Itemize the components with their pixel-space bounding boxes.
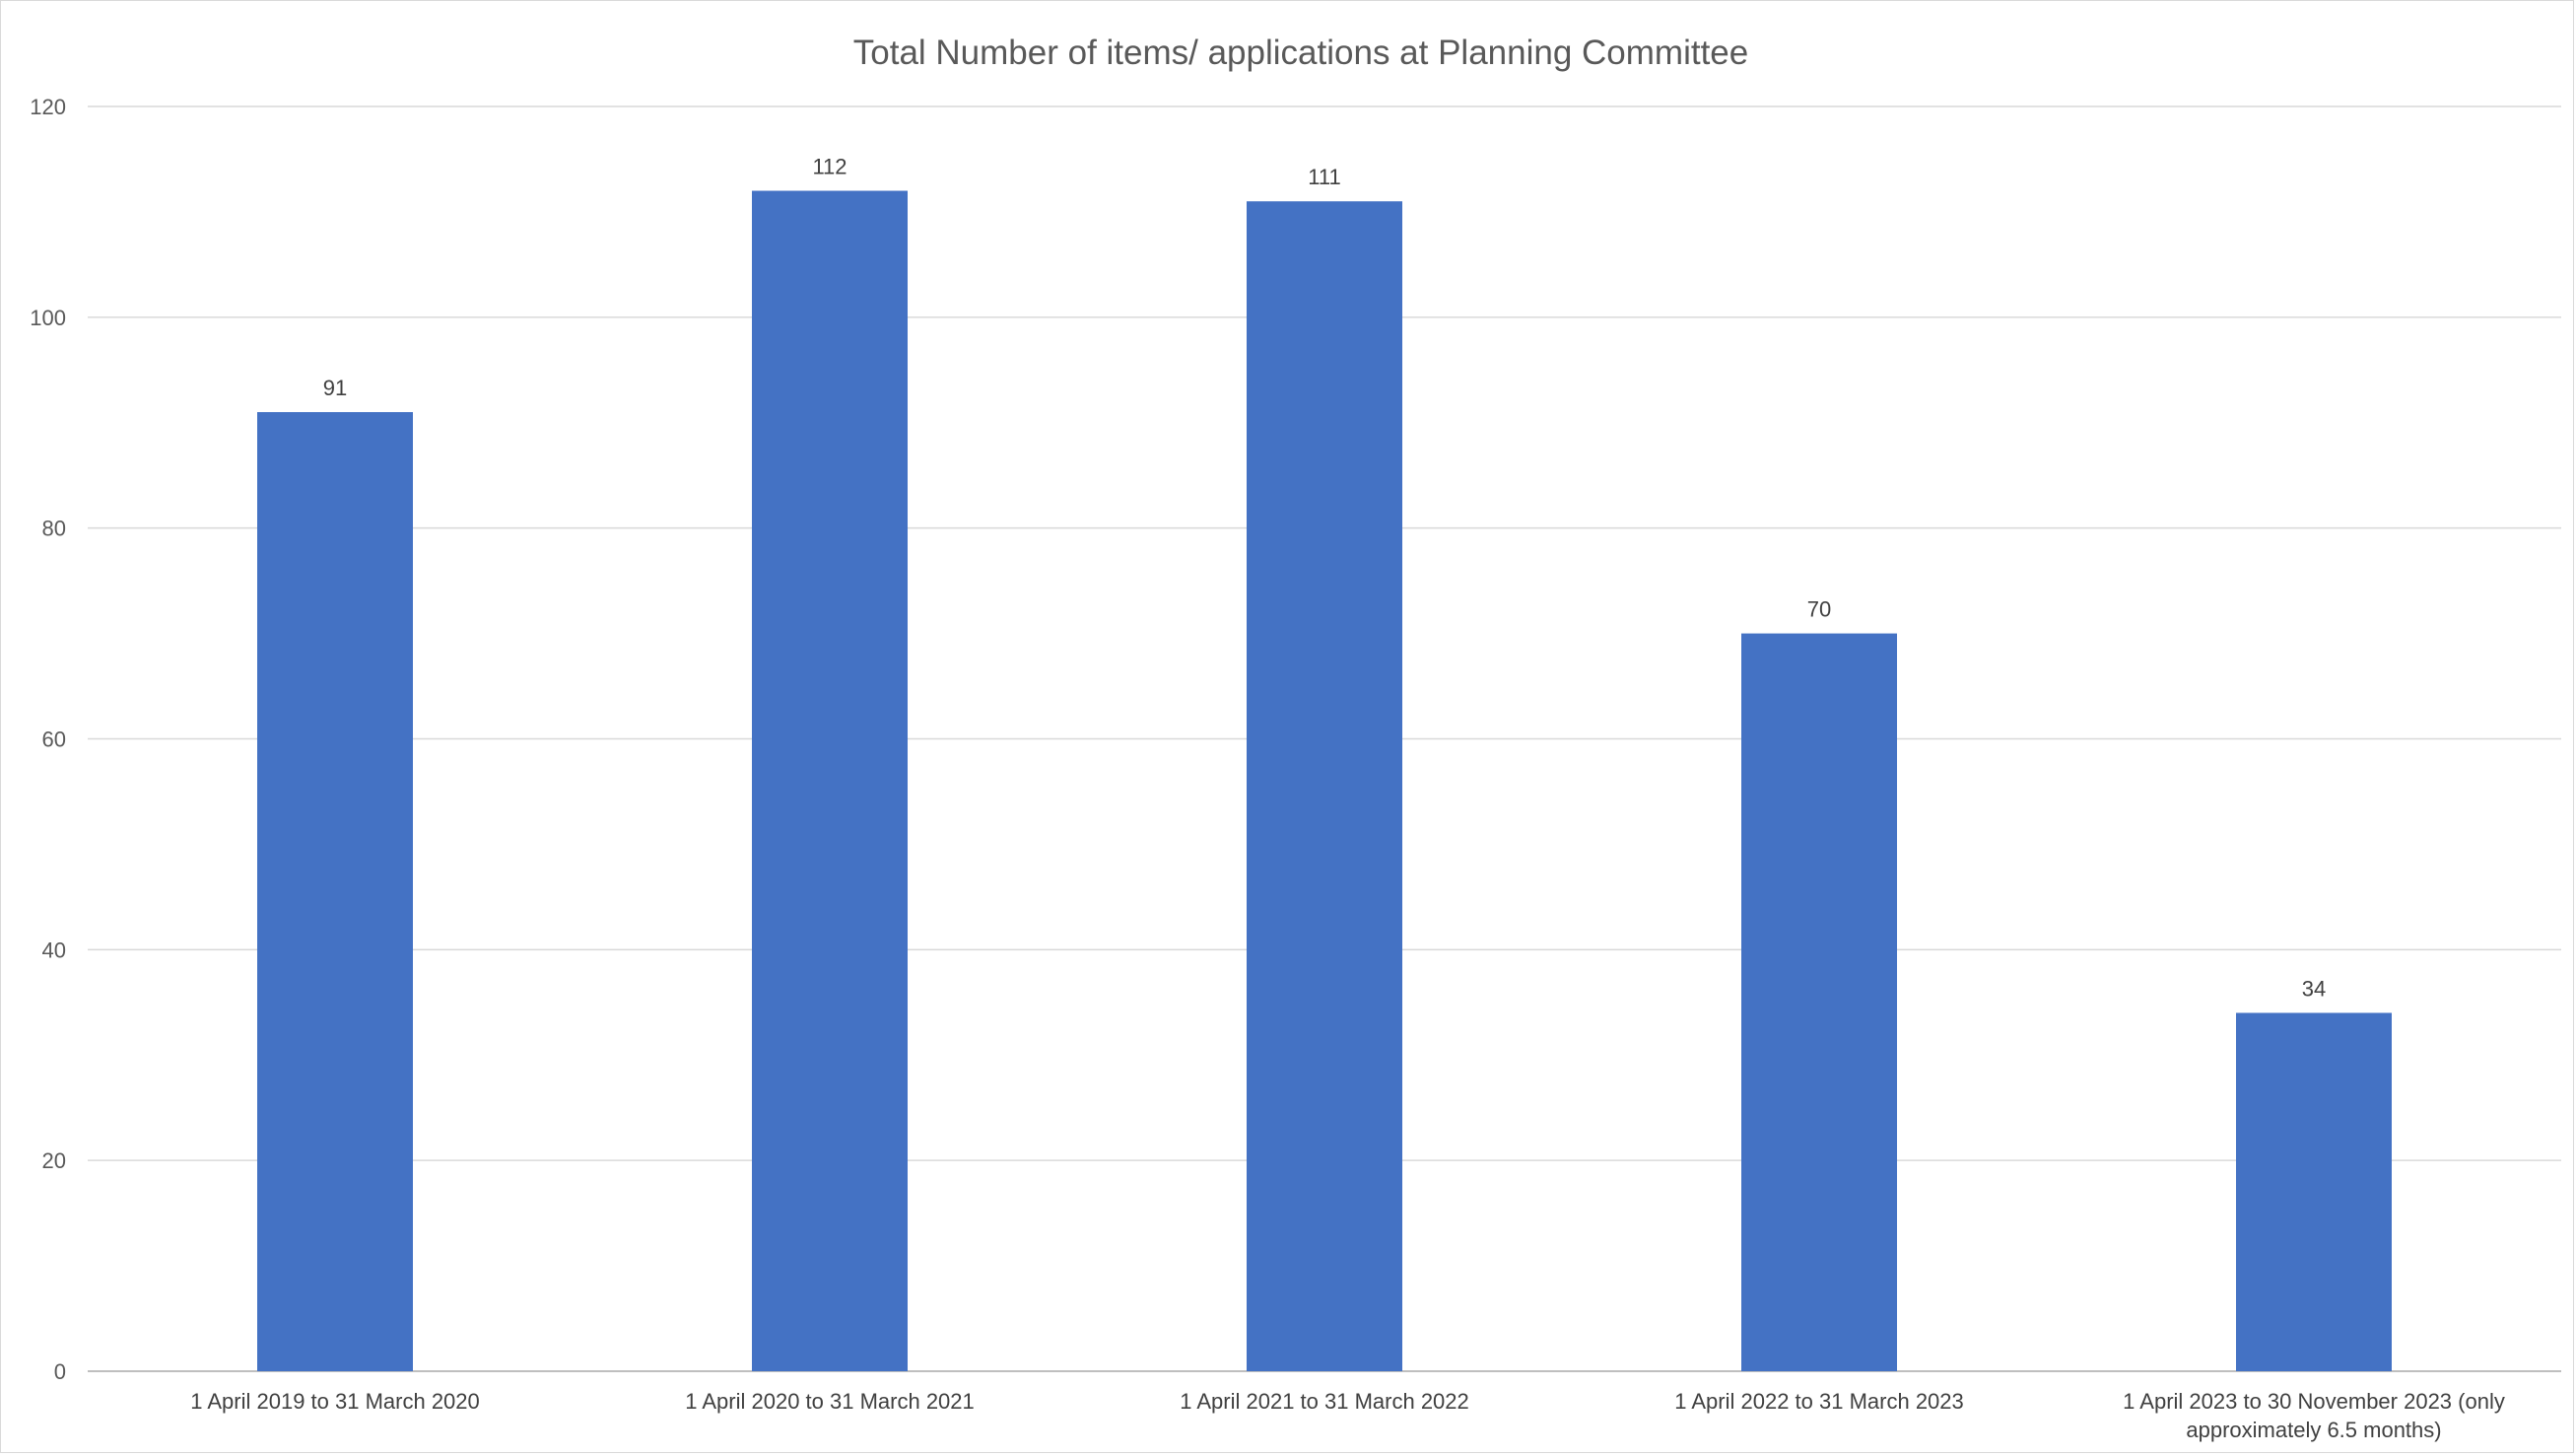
chart-title: Total Number of items/ applications at P… <box>853 34 1748 72</box>
x-category-label: 1 April 2022 to 31 March 2023 <box>1674 1389 1964 1414</box>
y-axis-ticks: 0 20 40 60 80 100 120 <box>30 95 66 1384</box>
bar[interactable] <box>752 190 908 1372</box>
data-labels: 91 112 111 70 34 <box>323 155 2326 1002</box>
bar[interactable] <box>1741 633 1897 1371</box>
x-category-label: 1 April 2019 to 31 March 2020 <box>190 1389 480 1414</box>
y-tick-label: 40 <box>42 937 66 962</box>
x-category-label: 1 April 2020 to 31 March 2021 <box>685 1389 975 1414</box>
y-tick-label: 20 <box>42 1148 66 1173</box>
y-tick-label: 120 <box>30 95 66 119</box>
y-tick-label: 60 <box>42 728 66 752</box>
data-label: 70 <box>1807 597 1831 622</box>
y-tick-label: 100 <box>30 306 66 330</box>
data-label: 112 <box>812 155 847 179</box>
bar[interactable] <box>1247 201 1402 1372</box>
data-label: 111 <box>1308 165 1340 189</box>
data-label: 34 <box>2302 976 2326 1001</box>
bar[interactable] <box>2236 1012 2392 1371</box>
data-label: 91 <box>323 376 347 400</box>
y-tick-label: 80 <box>42 517 66 541</box>
y-tick-label: 0 <box>54 1359 66 1384</box>
x-category-label: approximately 6.5 months) <box>2186 1418 2441 1442</box>
x-axis-categories: 1 April 2019 to 31 March 2020 1 April 202… <box>190 1389 2505 1442</box>
bar[interactable] <box>257 412 413 1371</box>
x-category-label: 1 April 2021 to 31 March 2022 <box>1180 1389 1469 1414</box>
x-category-label: 1 April 2023 to 30 November 2023 (only <box>2123 1389 2505 1414</box>
bars <box>257 190 2392 1372</box>
